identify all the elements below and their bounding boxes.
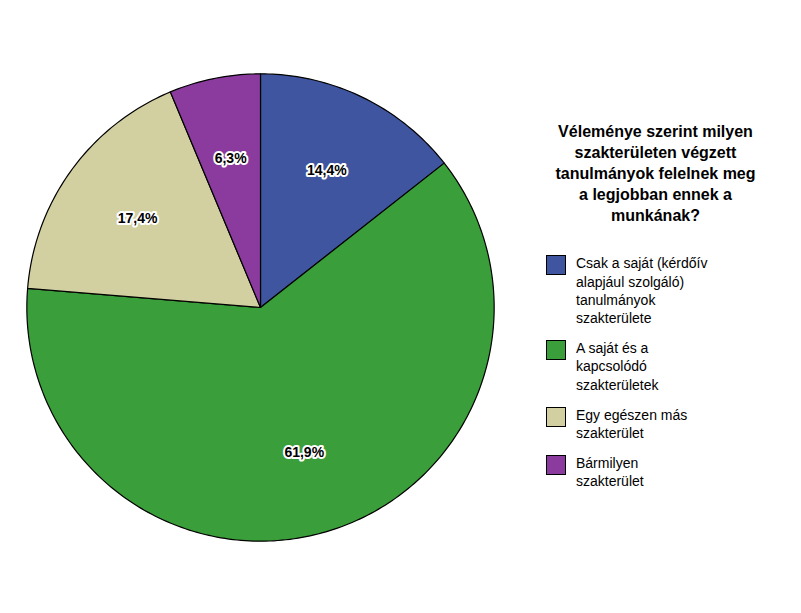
html-text:Egy egészen más szakterület: Egy egészen más szakterület (576, 406, 688, 441)
svg-text:61,9%: 61,9% (284, 444, 324, 460)
svg-text:14,4%: 14,4% (307, 162, 347, 178)
html-text:Véleménye szerint milyen szakt: Véleménye szerint milyen szakterületen v… (555, 123, 756, 224)
html-text:Bármilyen szakterület: Bármilyen szakterület (576, 455, 644, 490)
html-text:Csak a saját (kérdőív alapjául: Csak a saját (kérdőív alapjául szolgáló)… (576, 255, 708, 326)
html-text:A saját és a kapcsolódó szakte: A saját és a kapcsolódó szakterületek (576, 340, 659, 393)
svg-text:17,4%: 17,4% (118, 209, 158, 225)
svg-text:6,3%: 6,3% (215, 150, 247, 166)
